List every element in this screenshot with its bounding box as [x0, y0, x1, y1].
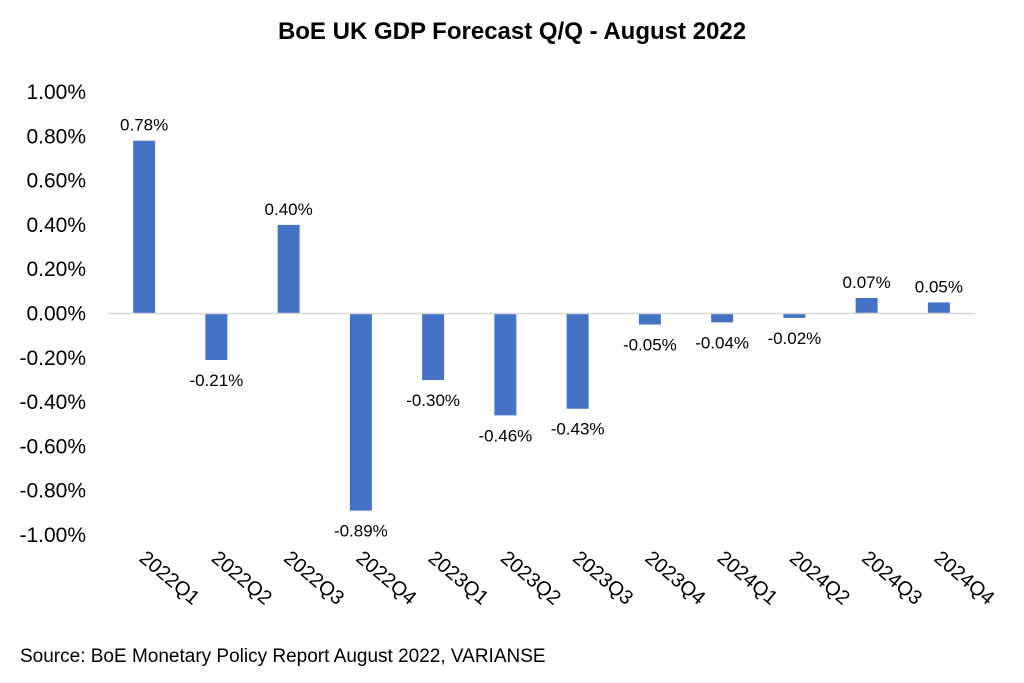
data-label: -0.43%: [551, 420, 605, 439]
y-tick-label: 1.00%: [26, 81, 86, 104]
data-label: 0.78%: [120, 116, 168, 135]
chart-title: BoE UK GDP Forecast Q/Q - August 2022: [277, 18, 747, 45]
x-axis: 2022Q1 2022Q2 2022Q3 2022Q4 2023Q1 2023Q2 2023…: [135, 547, 998, 610]
bar-2024Q2: [783, 313, 806, 318]
x-tick-label: 2022Q3: [279, 547, 348, 610]
bar-2024Q4: [927, 302, 950, 314]
bar-2022Q3: [277, 224, 300, 314]
data-label: -0.89%: [334, 522, 388, 541]
data-label: 0.40%: [265, 200, 313, 219]
data-label: -0.30%: [406, 391, 460, 410]
bar-2023Q3: [566, 313, 589, 409]
y-tick-label: -0.40%: [19, 391, 86, 414]
x-tick-label: 2023Q4: [641, 547, 710, 610]
y-tick-label: -0.80%: [19, 480, 86, 503]
source-note: Source: BoE Monetary Policy Report Augus…: [20, 646, 546, 667]
data-label: -0.21%: [189, 371, 243, 390]
y-tick-label: 0.00%: [26, 303, 86, 326]
x-tick-label: 2024Q2: [785, 547, 854, 610]
data-labels: 0.78% -0.21% 0.40% -0.89% -0.30% -0.46% -0.43%…: [120, 116, 963, 541]
x-tick-label: 2024Q1: [713, 547, 782, 610]
bar-2023Q1: [422, 313, 445, 380]
y-tick-label: 0.20%: [26, 258, 86, 281]
data-label: -0.05%: [623, 336, 677, 355]
bar-2024Q1: [711, 313, 734, 323]
x-tick-label: 2024Q3: [857, 547, 926, 610]
x-tick-label: 2022Q2: [207, 547, 276, 610]
x-tick-label: 2023Q1: [424, 547, 493, 610]
bar-2022Q1: [133, 140, 156, 314]
y-tick-label: -0.20%: [19, 347, 86, 370]
bar-2022Q2: [205, 313, 228, 361]
x-tick-label: 2022Q4: [352, 547, 421, 610]
bar-2023Q2: [494, 313, 517, 416]
bar-series: [133, 140, 950, 511]
data-label: -0.46%: [478, 426, 532, 445]
y-tick-label: 0.60%: [26, 170, 86, 193]
bar-2024Q3: [855, 297, 878, 314]
data-label: 0.05%: [915, 277, 963, 296]
bar-2022Q4: [349, 313, 372, 511]
y-tick-label: 0.80%: [26, 125, 86, 148]
x-tick-label: 2023Q2: [496, 547, 565, 610]
y-tick-label: -0.60%: [19, 435, 86, 458]
data-label: -0.04%: [695, 333, 749, 352]
x-tick-label: 2022Q1: [135, 547, 204, 610]
x-tick-label: 2023Q3: [568, 547, 637, 610]
y-tick-label: -1.00%: [19, 524, 86, 547]
data-label: -0.02%: [767, 329, 821, 348]
data-label: 0.07%: [843, 273, 891, 292]
y-axis: 1.00% 0.80% 0.60% 0.40% 0.20% 0.00% -0.20% -0.4…: [19, 81, 86, 547]
bar-chart: 1.00% 0.80% 0.60% 0.40% 0.20% 0.00% -0.20% -0.4…: [19, 81, 998, 610]
y-tick-label: 0.40%: [26, 214, 86, 237]
x-tick-label: 2024Q4: [930, 547, 999, 610]
bar-2023Q4: [638, 313, 661, 325]
